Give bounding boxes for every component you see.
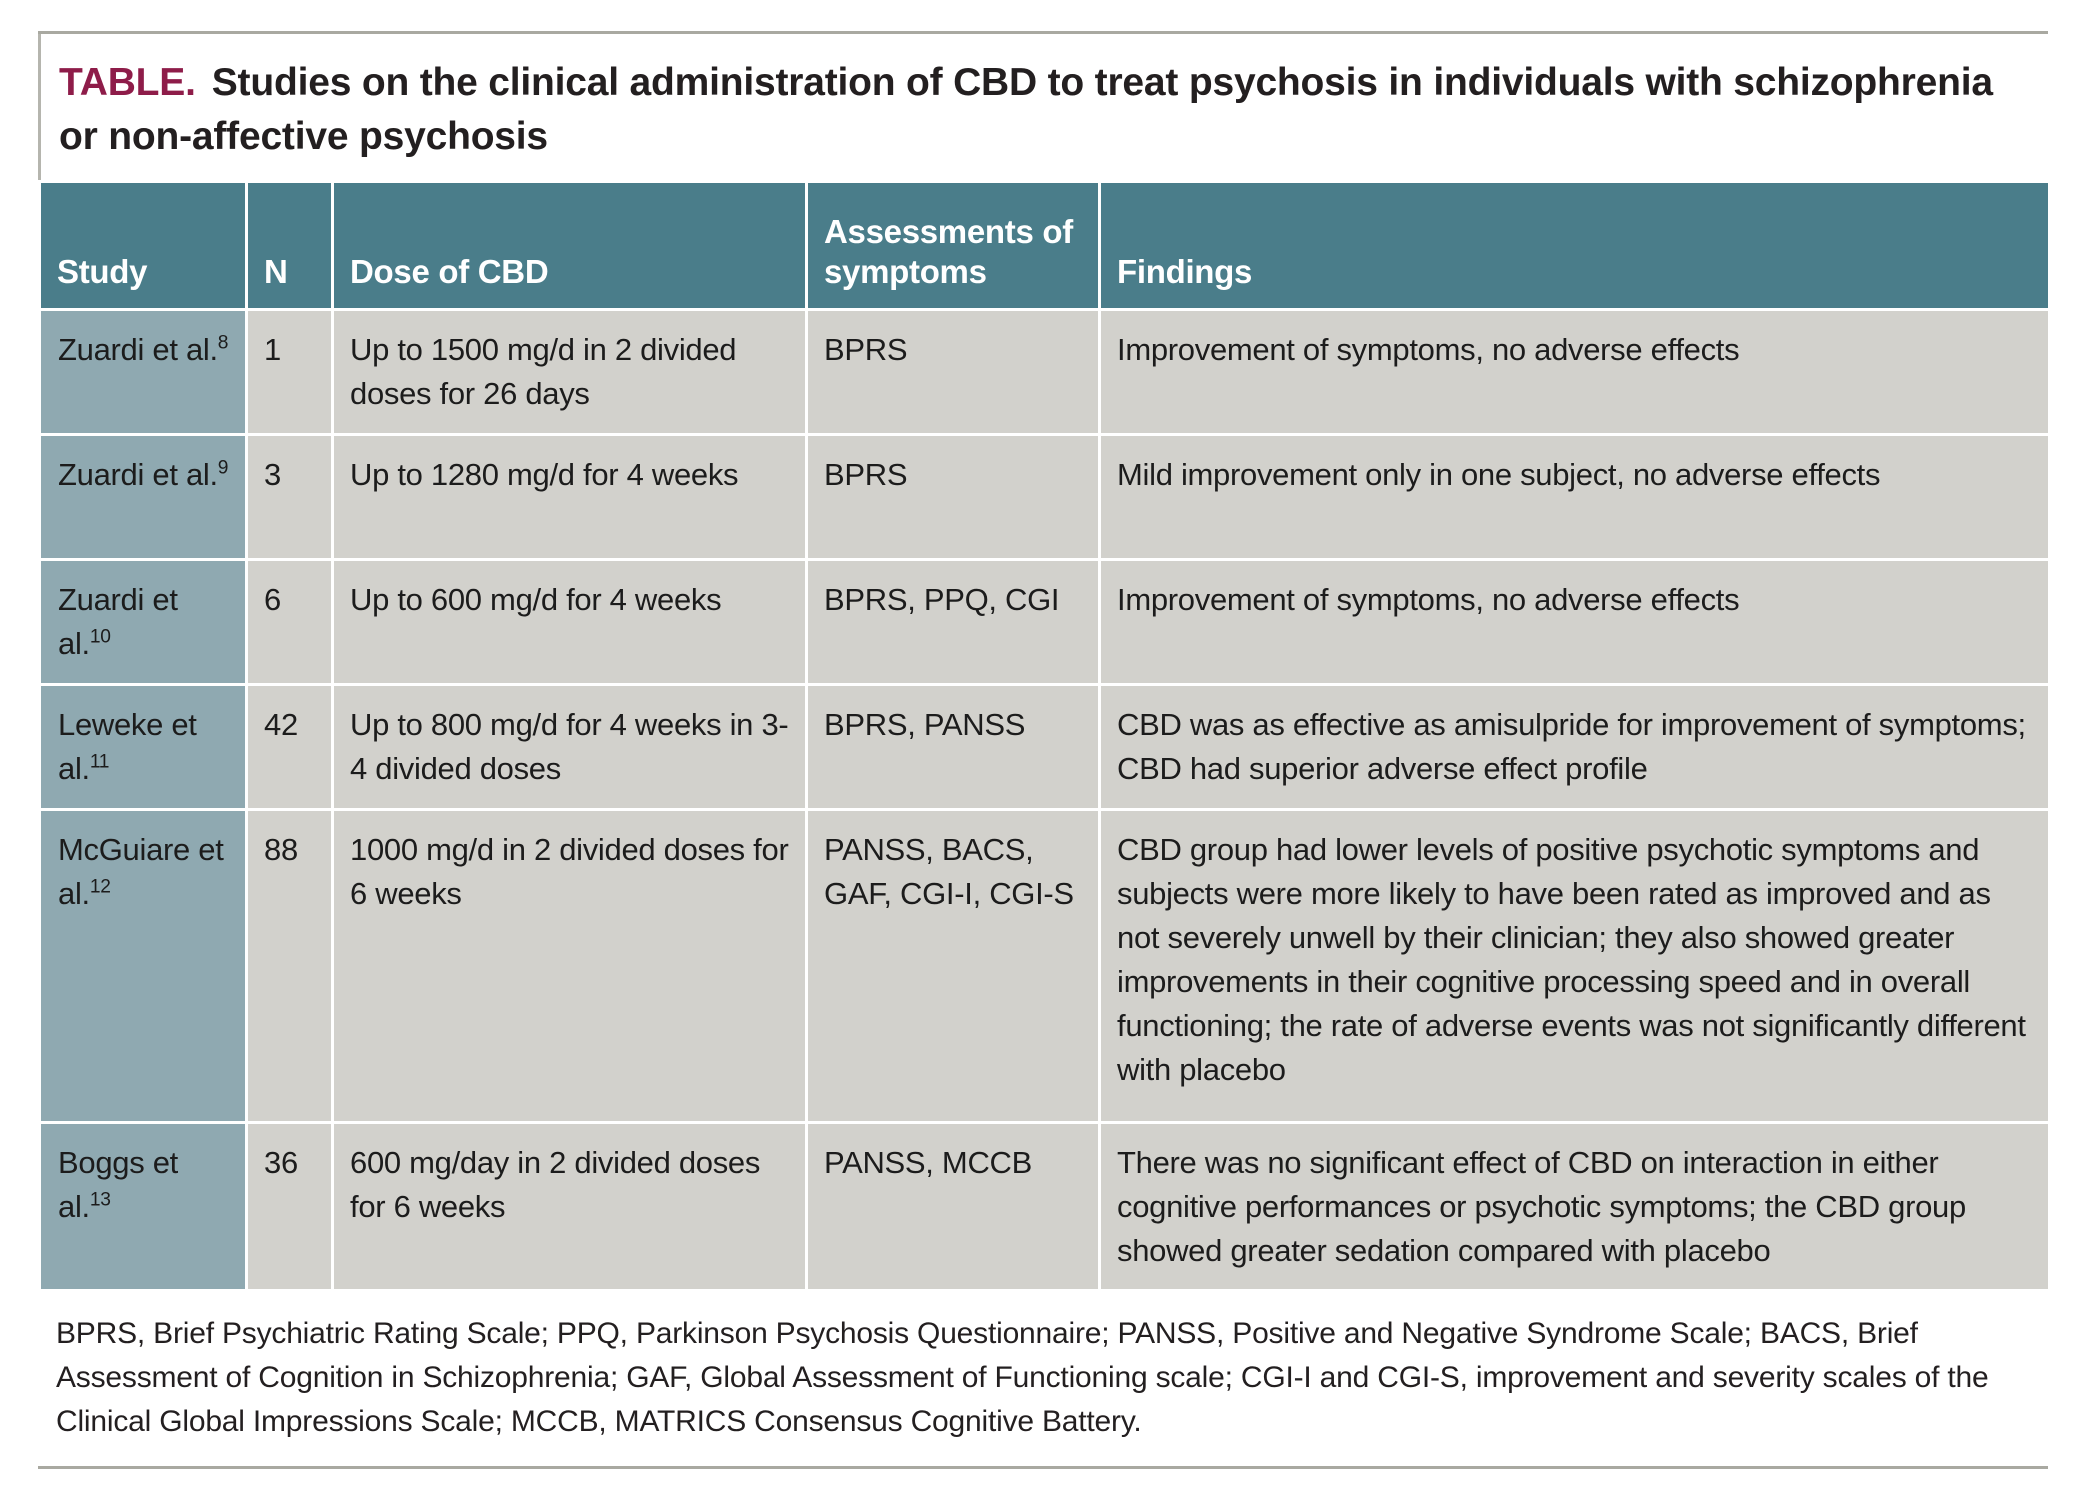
- findings-cell: Improvement of symptoms, no adverse effe…: [1098, 558, 2051, 686]
- assessments-cell: PANSS, BACS, GAF, CGI-I, CGI-S: [805, 808, 1101, 1124]
- assessments-cell: BPRS, PPQ, CGI: [805, 558, 1101, 686]
- col-header-assessments: Assessments of symptoms: [805, 180, 1101, 311]
- col-header-findings: Findings: [1098, 180, 2051, 311]
- table-figure: TABLE. Studies on the clinical administra…: [38, 31, 2051, 1469]
- study-name: Leweke et al.: [58, 707, 197, 787]
- dose-cell: Up to 600 mg/d for 4 weeks: [331, 558, 808, 686]
- n-cell: 6: [245, 558, 334, 686]
- n-cell: 42: [245, 683, 334, 811]
- header-row: Study N Dose of CBD Assessments of sympt…: [38, 180, 2051, 311]
- dose-cell: 1000 mg/d in 2 divided doses for 6 weeks: [331, 808, 808, 1124]
- studies-table: Study N Dose of CBD Assessments of sympt…: [38, 180, 2051, 1292]
- table-row: Leweke et al.11 42 Up to 800 mg/d for 4 …: [38, 683, 2051, 811]
- table-header: Study N Dose of CBD Assessments of sympt…: [38, 180, 2051, 311]
- abbreviations-footnote: BPRS, Brief Psychiatric Rating Scale; PP…: [56, 1317, 1989, 1438]
- study-name: McGuiare et al.: [58, 832, 224, 912]
- table-row: Zuardi et al.10 6 Up to 600 mg/d for 4 w…: [38, 558, 2051, 686]
- assessments-cell: BPRS: [805, 433, 1101, 561]
- col-header-dose: Dose of CBD: [331, 180, 808, 311]
- n-cell: 36: [245, 1121, 334, 1292]
- study-name: Boggs et al.: [58, 1145, 178, 1225]
- table-row: Boggs et al.13 36 600 mg/day in 2 divide…: [38, 1121, 2051, 1292]
- findings-cell: CBD was as effective as amisulpride for …: [1098, 683, 2051, 811]
- reference-superscript: 11: [89, 751, 110, 773]
- dose-cell: Up to 800 mg/d for 4 weeks in 3-4 divide…: [331, 683, 808, 811]
- bottom-rule: [38, 1466, 2048, 1469]
- findings-cell: There was no significant effect of CBD o…: [1098, 1121, 2051, 1292]
- study-name: Zuardi et al.: [58, 457, 218, 492]
- reference-superscript: 10: [89, 626, 111, 648]
- study-name: Zuardi et al.: [58, 332, 218, 367]
- assessments-cell: BPRS, PANSS: [805, 683, 1101, 811]
- study-cell: Leweke et al.11: [38, 683, 248, 811]
- reference-superscript: 8: [217, 332, 229, 354]
- table-row: Zuardi et al.9 3 Up to 1280 mg/d for 4 w…: [38, 433, 2051, 561]
- dose-cell: 600 mg/day in 2 divided doses for 6 week…: [331, 1121, 808, 1292]
- study-cell: Zuardi et al.9: [38, 433, 248, 561]
- study-cell: Zuardi et al.10: [38, 558, 248, 686]
- table-row: McGuiare et al.12 88 1000 mg/d in 2 divi…: [38, 808, 2051, 1124]
- col-header-n: N: [245, 180, 334, 311]
- table-body: Zuardi et al.8 1 Up to 1500 mg/d in 2 di…: [38, 308, 2051, 1292]
- table-caption: Studies on the clinical administration o…: [59, 61, 1993, 158]
- dose-cell: Up to 1280 mg/d for 4 weeks: [331, 433, 808, 561]
- study-name: Zuardi et al.: [58, 582, 178, 662]
- findings-cell: CBD group had lower levels of positive p…: [1098, 808, 2051, 1124]
- study-cell: Zuardi et al.8: [38, 308, 248, 436]
- assessments-cell: BPRS: [805, 308, 1101, 436]
- table-label: TABLE.: [59, 61, 196, 104]
- figure-title-block: TABLE. Studies on the clinical administra…: [38, 34, 2048, 180]
- table-row: Zuardi et al.8 1 Up to 1500 mg/d in 2 di…: [38, 308, 2051, 436]
- n-cell: 1: [245, 308, 334, 436]
- study-cell: McGuiare et al.12: [38, 808, 248, 1124]
- n-cell: 88: [245, 808, 334, 1124]
- reference-superscript: 9: [217, 457, 229, 479]
- n-cell: 3: [245, 433, 334, 561]
- col-header-study: Study: [38, 180, 248, 311]
- assessments-cell: PANSS, MCCB: [805, 1121, 1101, 1292]
- reference-superscript: 12: [89, 876, 111, 898]
- study-cell: Boggs et al.13: [38, 1121, 248, 1292]
- dose-cell: Up to 1500 mg/d in 2 divided doses for 2…: [331, 308, 808, 436]
- findings-cell: Mild improvement only in one subject, no…: [1098, 433, 2051, 561]
- reference-superscript: 13: [89, 1189, 111, 1211]
- figure-title: TABLE. Studies on the clinical administra…: [59, 56, 2038, 164]
- findings-cell: Improvement of symptoms, no adverse effe…: [1098, 308, 2051, 436]
